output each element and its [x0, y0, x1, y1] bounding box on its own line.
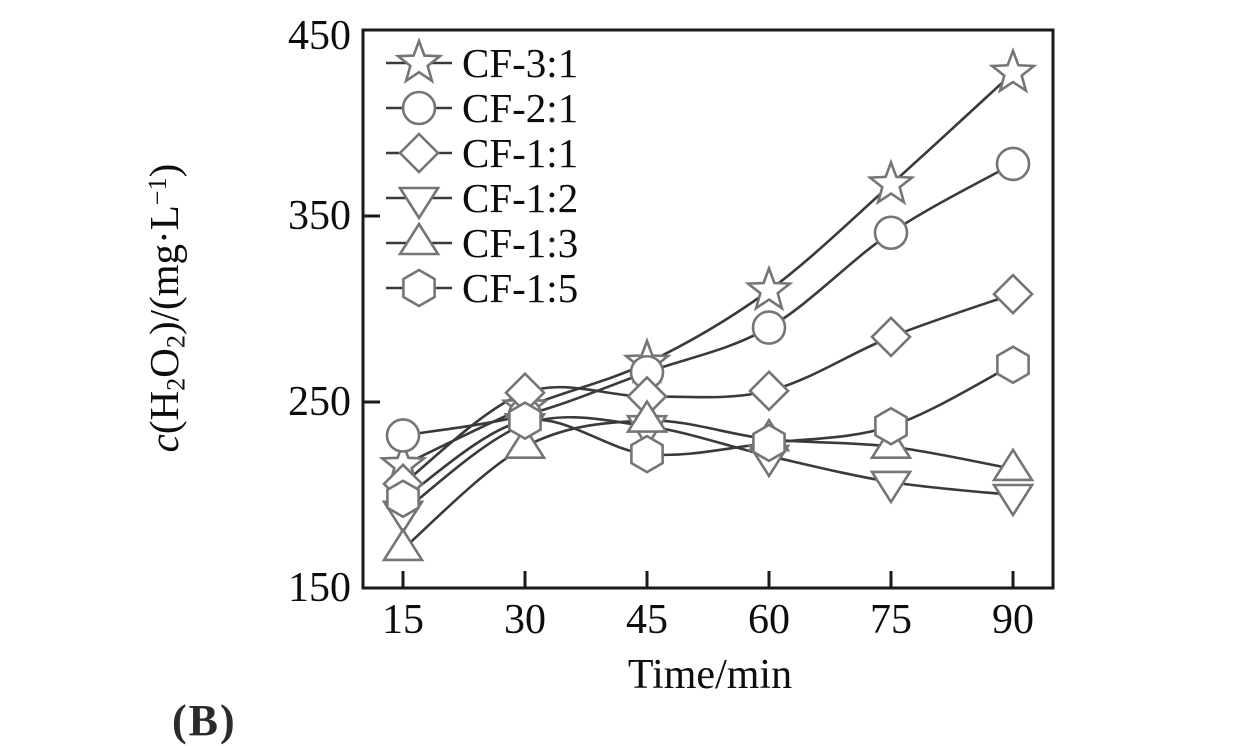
y-tick-label: 250	[288, 379, 351, 425]
series-line-CF-1:5	[402, 363, 1014, 500]
x-axis-label: Time/min	[628, 652, 792, 698]
plot-frame	[361, 28, 1055, 590]
legend-marker-CF-3:1	[394, 37, 444, 84]
y-axis-label-segment: 2	[161, 335, 191, 349]
legend-item-CF-1:1: CF-1:1	[386, 130, 578, 176]
figure-page: 15 30 45 60 75 90 150 250 350 450 Time/min CF-3:1 CF…	[132, 13, 1055, 745]
legend-marker-CF-1:3	[397, 221, 441, 256]
y-axis-label-segment: c	[140, 434, 187, 453]
x-tick-label: 30	[504, 597, 546, 643]
figure-caption-partial: (B)	[172, 696, 237, 745]
series-marker-CF-1:5	[874, 406, 908, 446]
legend-item-CF-1:5: CF-1:5	[386, 265, 578, 311]
series-marker-CF-1:5	[752, 423, 786, 463]
y-axis-label-segment: 2	[161, 377, 191, 391]
series-marker-CF-1:2	[991, 483, 1035, 518]
series-marker-CF-1:3	[503, 425, 547, 459]
y-axis-label-segment: (H	[140, 390, 187, 435]
legend-marker-CF-1:2	[397, 186, 441, 221]
series-marker-CF-1:5	[630, 434, 664, 474]
legend-item-CF-2:1: CF-2:1	[386, 85, 578, 131]
legend-marker-CF-1:5	[402, 268, 436, 308]
series-marker-CF-1:3	[381, 527, 425, 562]
series-marker-CF-3:1	[744, 264, 794, 312]
legend-item-CF-1:2: CF-1:2	[386, 175, 578, 221]
legend-item-CF-3:1: CF-3:1	[386, 37, 578, 86]
y-tick-label: 350	[288, 193, 351, 239]
series-marker-CF-1:5	[386, 479, 420, 519]
y-tick-label: 450	[288, 13, 351, 59]
series-marker-CF-1:2	[869, 470, 913, 505]
series-marker-CF-1:3	[625, 399, 669, 433]
x-tick-label: 15	[382, 597, 424, 643]
series-marker-CF-1:5	[508, 401, 542, 441]
y-tick-label: 150	[288, 565, 351, 611]
series-marker-CF-3:1	[866, 158, 916, 206]
y-axis-label-segment: O	[140, 348, 187, 378]
legend-marker-CF-1:1	[398, 132, 440, 174]
series-marker-CF-1:3	[991, 447, 1035, 482]
legend-label: CF-2:1	[462, 85, 578, 131]
legend-label: CF-1:1	[462, 130, 578, 176]
series-marker-CF-3:1	[988, 47, 1038, 94]
legend-label: CF-3:1	[462, 40, 578, 86]
y-axis-label-segment: )/(mg·L	[140, 205, 187, 336]
series-line-CF-1:1	[402, 292, 1014, 485]
x-tick-label: 75	[870, 597, 912, 643]
x-tick-label: 45	[626, 597, 668, 643]
y-axis-label: c(H2O2)/(mg·L−1)	[132, 78, 191, 538]
legend-item-CF-1:3: CF-1:3	[386, 220, 578, 266]
x-tick-label: 60	[748, 597, 790, 643]
legend-label: CF-1:2	[462, 175, 578, 221]
series-marker-CF-1:1	[748, 370, 790, 412]
series-marker-CF-1:1	[870, 316, 912, 358]
legend-label: CF-1:3	[462, 220, 578, 266]
series-marker-CF-2:1	[873, 215, 909, 251]
series-marker-CF-2:1	[751, 310, 787, 345]
x-tick-label: 90	[992, 597, 1034, 643]
legend-marker-CF-2:1	[401, 90, 437, 126]
y-axis-label-segment: −1	[143, 177, 172, 206]
line-chart: 15 30 45 60 75 90150250350450Time/minCF-3:1CF…	[288, 13, 1055, 698]
y-axis-label-segment: )	[140, 163, 187, 178]
series-marker-CF-2:1	[385, 418, 421, 453]
series-marker-CF-1:1	[992, 273, 1034, 315]
legend-label: CF-1:5	[462, 265, 578, 311]
series-marker-CF-1:5	[996, 345, 1030, 385]
series-marker-CF-2:1	[995, 146, 1031, 182]
